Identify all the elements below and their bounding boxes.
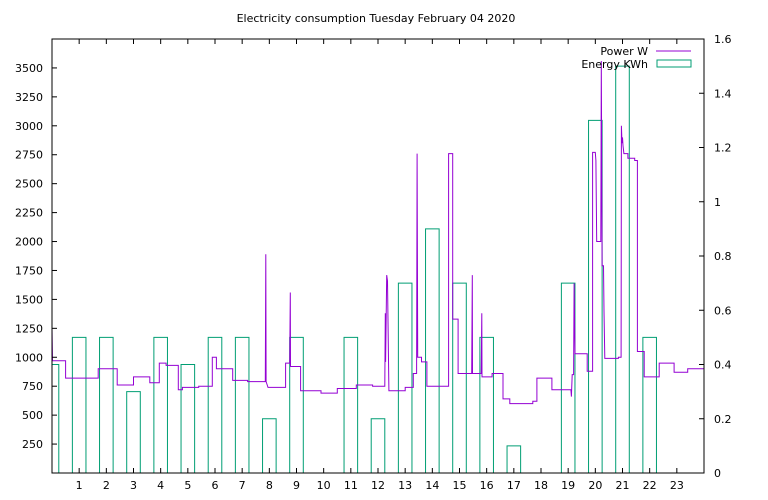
- chart-title: Electricity consumption Tuesday February…: [237, 12, 516, 25]
- y2-tick-label-1: 1: [714, 196, 721, 209]
- y-tick-label-2250: 2250: [15, 207, 43, 220]
- energy-bar-4: [153, 336, 168, 474]
- y-tick-label-2750: 2750: [15, 149, 43, 162]
- y2-tick-label-0.2: 0.2: [714, 413, 732, 426]
- x-tick-label-3: 3: [130, 479, 137, 492]
- x-tick-label-9: 9: [293, 479, 300, 492]
- y2-tick-label-1.4: 1.4: [714, 87, 732, 100]
- y-tick-label-1750: 1750: [15, 264, 43, 277]
- energy-bar-20: [642, 336, 657, 474]
- energy-bar-14: [452, 282, 467, 474]
- energy-bars: [51, 65, 657, 474]
- energy-bar-9: [289, 336, 304, 474]
- x-tick-label-2: 2: [103, 479, 110, 492]
- energy-bar-10: [343, 336, 359, 474]
- y-tick-label-2500: 2500: [15, 178, 43, 191]
- y-tick-label-3000: 3000: [15, 120, 43, 133]
- y-axis-left: 250 500 750 1000 1250 1500 1750 2000 2250 2500 275…: [15, 62, 57, 451]
- y-tick-label-3250: 3250: [15, 91, 43, 104]
- y-tick-label-1500: 1500: [15, 293, 43, 306]
- x-tick-label-17: 17: [507, 479, 521, 492]
- y-tick-label-1250: 1250: [15, 322, 43, 335]
- energy-bar-13: [425, 228, 440, 474]
- legend-label-power: Power W: [600, 45, 648, 58]
- legend-swatch-energy: [656, 59, 692, 68]
- y-tick-label-1000: 1000: [15, 351, 43, 364]
- power-line: [51, 60, 704, 405]
- y-tick-label-750: 750: [22, 380, 43, 393]
- energy-bar-19: [615, 65, 630, 474]
- y2-tick-label-1.6: 1.6: [714, 33, 732, 46]
- x-tick-label-19: 19: [561, 479, 575, 492]
- y2-tick-label-0.4: 0.4: [714, 359, 732, 372]
- x-tick-label-23: 23: [670, 479, 684, 492]
- x-tick-label-10: 10: [317, 479, 331, 492]
- y-axis-right: 0 0.2 0.4 0.6 0.8 1 1.2 1.4 1.6: [699, 33, 732, 480]
- energy-bar-8: [262, 418, 277, 474]
- x-axis: 1 2 3 4 5 6 7 8 9 10 11 12 13 14 15 16 17 18 19 20 21 22 23: [76, 39, 684, 492]
- energy-bar-3: [126, 391, 141, 474]
- x-tick-label-15: 15: [453, 479, 467, 492]
- x-tick-label-20: 20: [588, 479, 602, 492]
- y-tick-label-500: 500: [22, 409, 43, 422]
- y-tick-label-250: 250: [22, 438, 43, 451]
- x-tick-label-16: 16: [480, 479, 494, 492]
- x-tick-label-22: 22: [643, 479, 657, 492]
- energy-bar-5: [180, 364, 196, 474]
- x-tick-label-11: 11: [344, 479, 358, 492]
- x-tick-label-18: 18: [534, 479, 548, 492]
- energy-bar-1: [71, 336, 87, 474]
- power-line-layer: [51, 60, 704, 405]
- y-tick-label-2000: 2000: [15, 236, 43, 249]
- legend-label-energy: Energy KWh: [581, 58, 648, 71]
- x-tick-label-21: 21: [616, 479, 630, 492]
- x-tick-label-13: 13: [398, 479, 412, 492]
- y2-tick-label-0.6: 0.6: [714, 304, 732, 317]
- y2-tick-label-0: 0: [714, 467, 721, 480]
- energy-bar-17: [560, 282, 576, 474]
- energy-bar-12: [397, 282, 413, 474]
- energy-bar-18: [588, 119, 603, 474]
- y-tick-label-3500: 3500: [15, 62, 43, 75]
- energy-bar-0: [51, 364, 60, 474]
- x-tick-label-8: 8: [266, 479, 273, 492]
- x-tick-label-6: 6: [212, 479, 219, 492]
- y2-tick-label-1.2: 1.2: [714, 142, 732, 155]
- x-tick-label-5: 5: [184, 479, 191, 492]
- energy-bar-7: [234, 336, 250, 474]
- x-tick-label-14: 14: [425, 479, 439, 492]
- x-tick-label-7: 7: [239, 479, 246, 492]
- x-tick-label-1: 1: [76, 479, 83, 492]
- x-tick-label-12: 12: [371, 479, 385, 492]
- x-tick-label-4: 4: [157, 479, 164, 492]
- y2-tick-label-0.8: 0.8: [714, 250, 732, 263]
- energy-bar-11: [370, 418, 386, 474]
- plot-frame: [51, 38, 705, 474]
- energy-bar-2: [99, 336, 114, 474]
